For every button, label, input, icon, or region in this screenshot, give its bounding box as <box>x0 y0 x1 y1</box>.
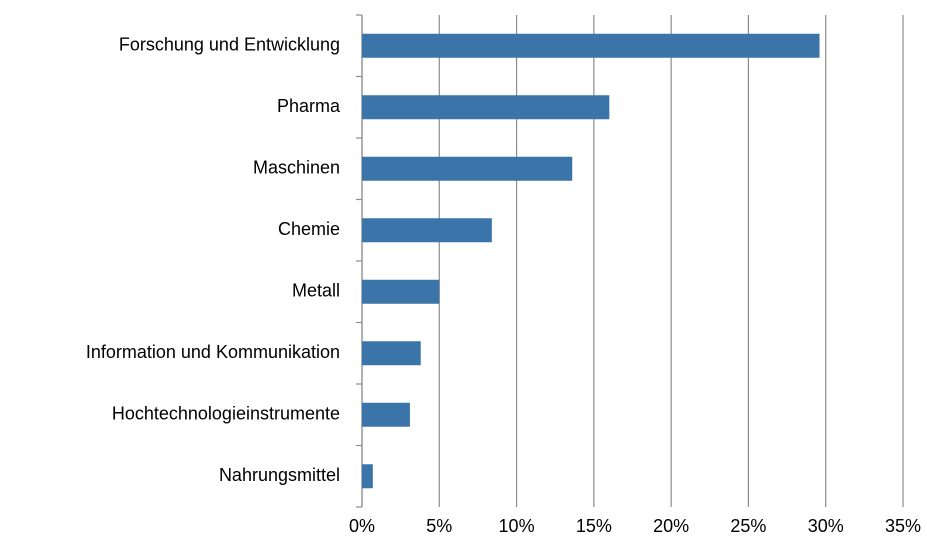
y-tick-label: Information und Kommunikation <box>86 342 340 362</box>
bar <box>362 218 492 243</box>
x-tick-label: 5% <box>426 516 452 536</box>
y-tick-label: Metall <box>292 281 340 301</box>
bar <box>362 33 820 58</box>
x-tick-label: 25% <box>730 516 766 536</box>
bar <box>362 464 373 489</box>
bar <box>362 279 440 304</box>
x-tick-label: 30% <box>808 516 844 536</box>
x-tick-label: 35% <box>885 516 921 536</box>
y-tick-label: Pharma <box>277 96 341 116</box>
x-tick-label: 10% <box>499 516 535 536</box>
x-tick-label: 15% <box>576 516 612 536</box>
y-tick-label: Forschung und Entwicklung <box>119 35 340 55</box>
bar <box>362 402 410 427</box>
x-tick-label: 20% <box>653 516 689 536</box>
y-tick-label: Nahrungsmittel <box>219 465 340 485</box>
y-tick-label: Hochtechnologieinstrumente <box>112 404 340 424</box>
bar <box>362 156 573 181</box>
y-tick-label: Maschinen <box>253 158 340 178</box>
x-tick-label: 0% <box>349 516 375 536</box>
bar <box>362 341 421 366</box>
y-tick-label: Chemie <box>278 219 340 239</box>
bar <box>362 95 610 120</box>
